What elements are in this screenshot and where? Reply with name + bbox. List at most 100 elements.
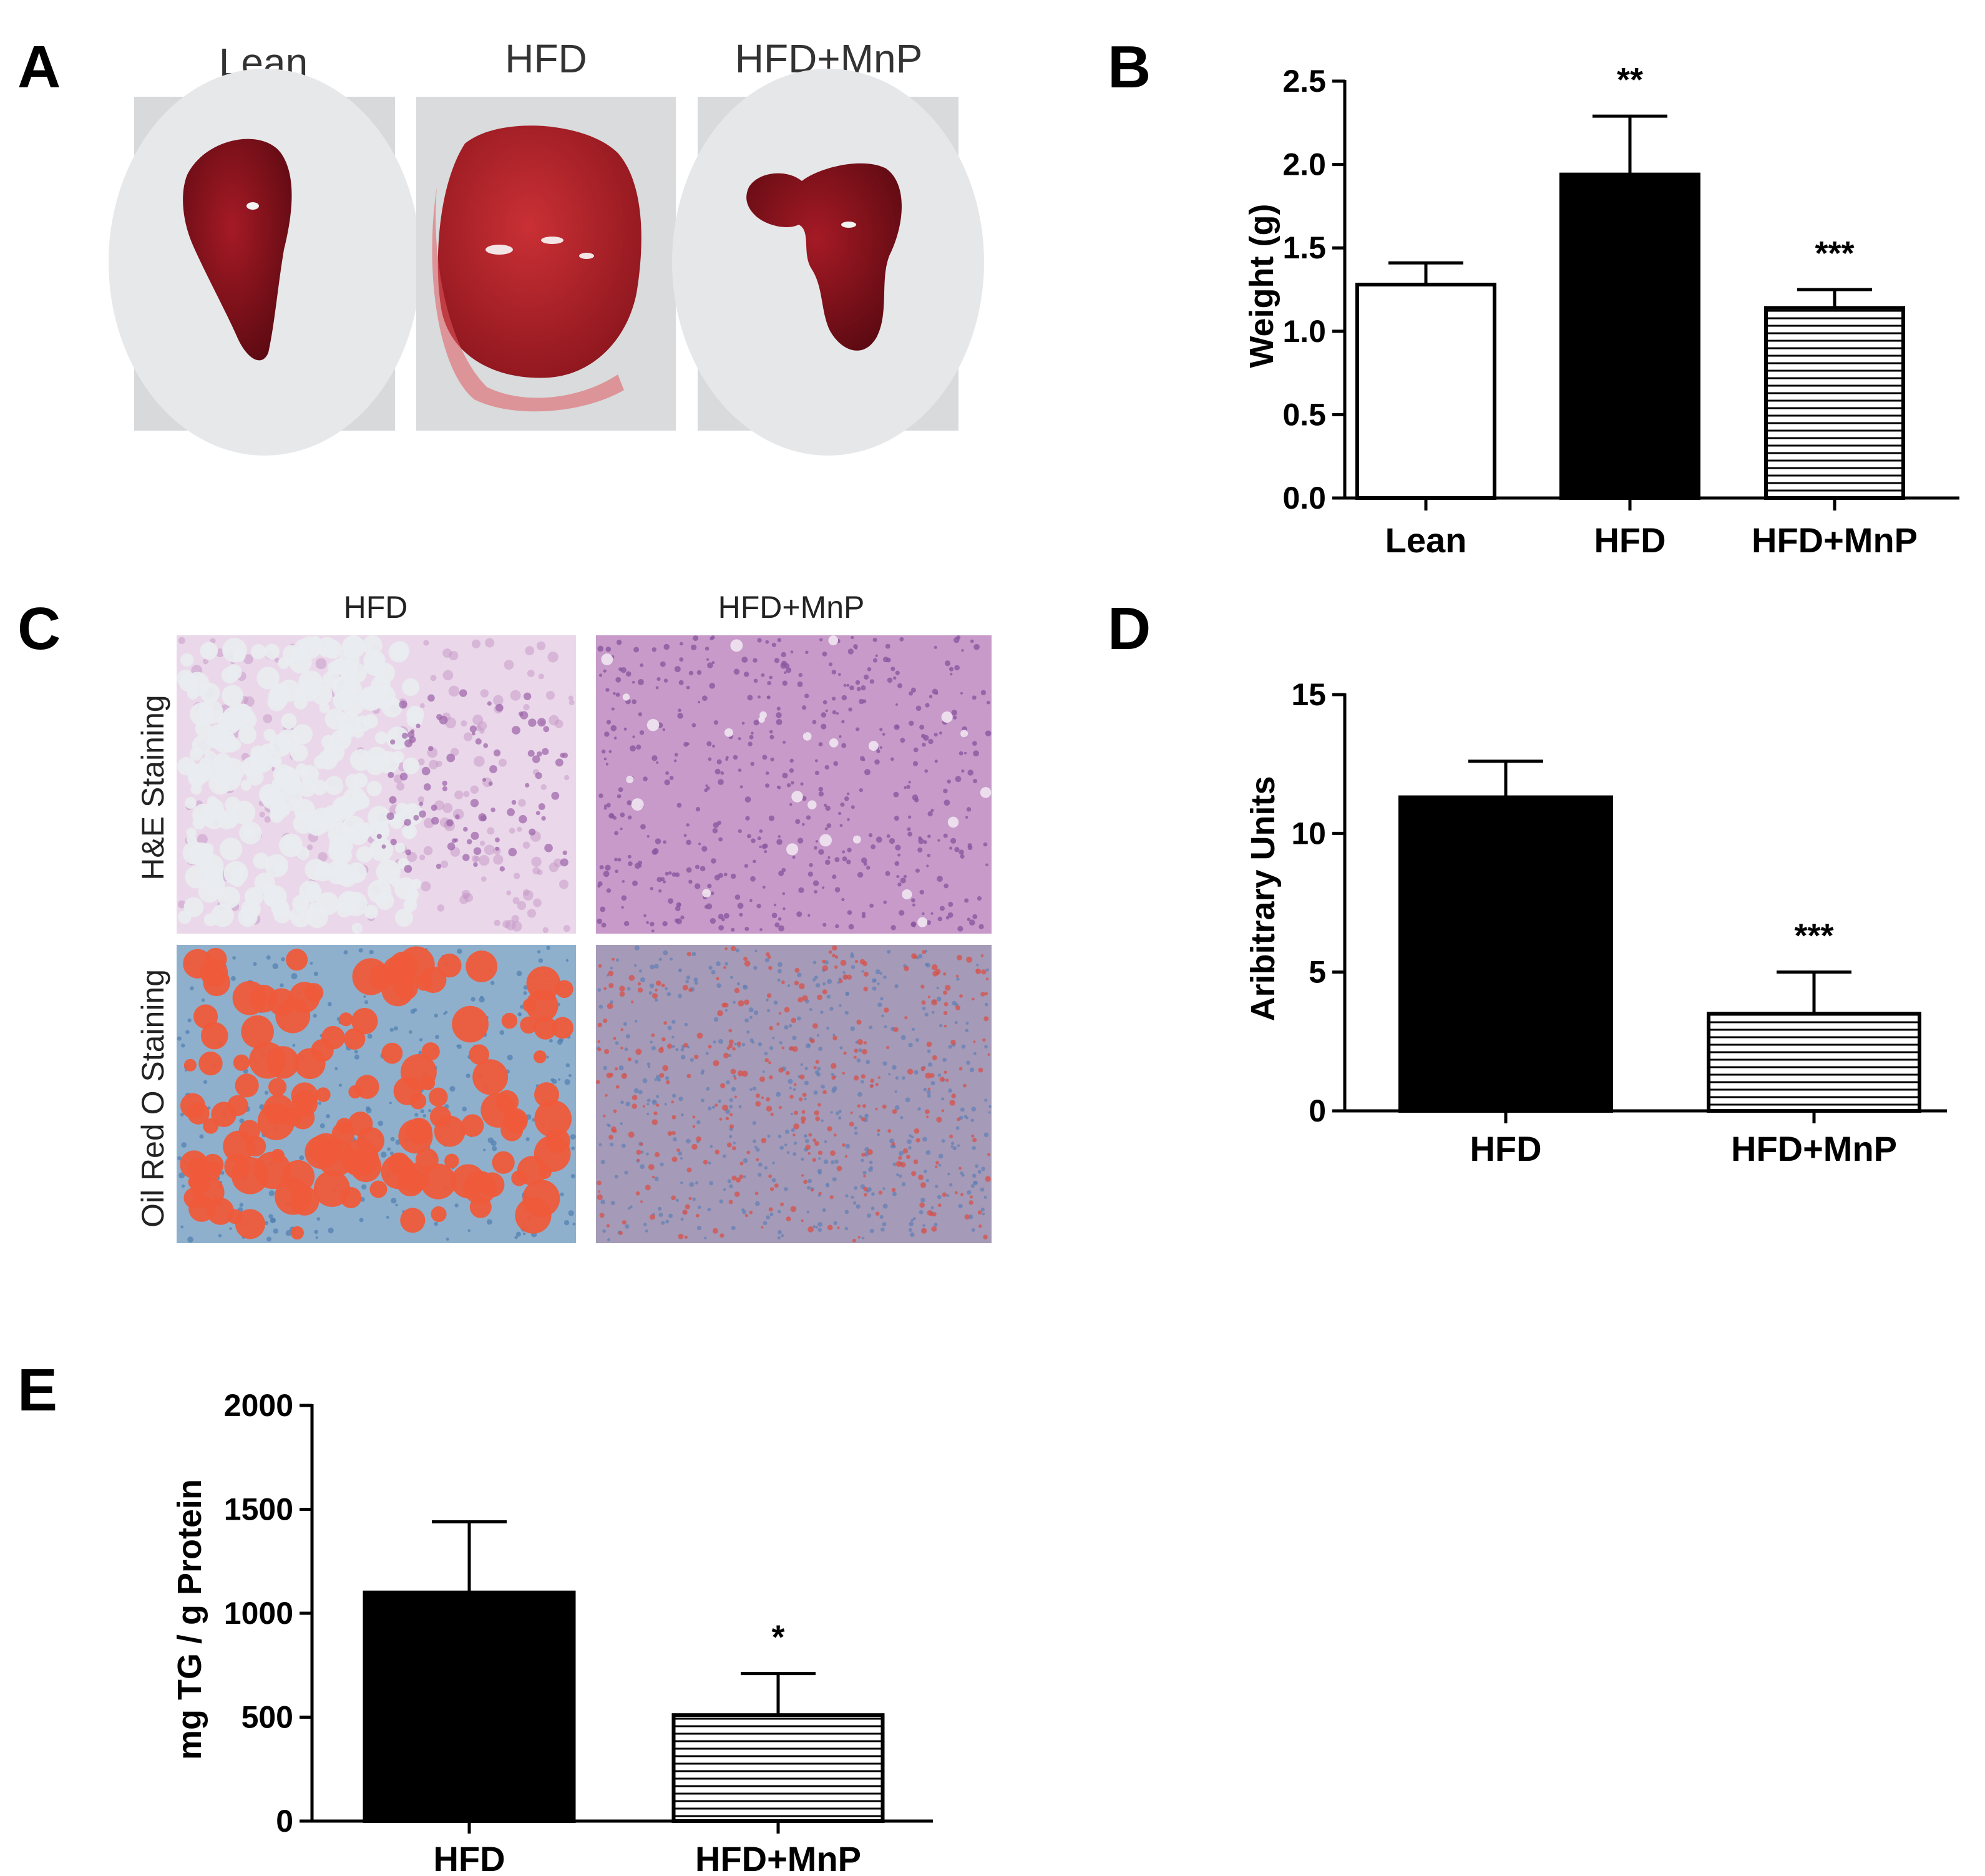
cell-nucleus bbox=[471, 831, 479, 840]
cell-nucleus bbox=[694, 883, 701, 889]
lipid-droplet bbox=[793, 1133, 796, 1136]
lipid-droplet bbox=[811, 1188, 814, 1192]
cell-nucleus bbox=[388, 771, 394, 778]
cell-nucleus bbox=[762, 1070, 765, 1073]
lipid-droplet bbox=[472, 1059, 509, 1095]
cell-nucleus bbox=[771, 912, 778, 919]
cell-nucleus bbox=[343, 950, 348, 955]
cell-nucleus bbox=[782, 773, 788, 779]
cell-nucleus bbox=[789, 1087, 792, 1090]
cell-nucleus bbox=[846, 792, 850, 796]
lipid-vacuole bbox=[237, 710, 257, 730]
cell-nucleus bbox=[894, 1090, 897, 1093]
lipid-droplet bbox=[842, 1072, 845, 1075]
cell-nucleus bbox=[316, 1217, 321, 1221]
cell-nucleus bbox=[894, 724, 900, 730]
lipid-droplet bbox=[755, 1101, 761, 1107]
cell-nucleus bbox=[683, 834, 687, 838]
cell-nucleus bbox=[984, 1045, 988, 1049]
cell-nucleus bbox=[603, 806, 607, 810]
cell-nucleus bbox=[745, 816, 750, 821]
cell-nucleus bbox=[792, 1035, 797, 1040]
cell-nucleus bbox=[744, 796, 751, 803]
cell-nucleus bbox=[797, 681, 803, 687]
cell-nucleus bbox=[776, 1092, 781, 1097]
cell-nucleus bbox=[639, 730, 645, 735]
cell-nucleus bbox=[650, 921, 655, 927]
cell-nucleus bbox=[843, 683, 847, 687]
cell-nucleus bbox=[700, 866, 706, 872]
cell-nucleus bbox=[478, 813, 487, 822]
lipid-droplet bbox=[730, 1068, 736, 1075]
cell-nucleus bbox=[666, 992, 671, 997]
lipid-droplet bbox=[235, 1073, 259, 1098]
lipid-droplet bbox=[381, 1042, 403, 1064]
cell-nucleus bbox=[759, 829, 763, 833]
lipid-vacuole bbox=[278, 657, 290, 669]
lipid-droplet bbox=[927, 995, 930, 999]
cell-nucleus bbox=[937, 876, 943, 882]
cell-nucleus bbox=[554, 858, 563, 867]
cell-nucleus bbox=[419, 1038, 423, 1042]
cell-nucleus bbox=[967, 917, 971, 921]
lipid-vacuole bbox=[724, 728, 733, 737]
cell-nucleus bbox=[378, 1120, 384, 1126]
lipid-droplet bbox=[651, 1119, 658, 1125]
cell-nucleus bbox=[764, 1052, 768, 1056]
cell-nucleus bbox=[976, 964, 979, 967]
lipid-droplet bbox=[827, 1126, 832, 1131]
cell-nucleus bbox=[822, 700, 827, 705]
cell-nucleus bbox=[706, 741, 712, 746]
lipid-droplet bbox=[480, 1093, 516, 1128]
lipid-vacuole bbox=[626, 775, 634, 783]
lipid-droplet bbox=[597, 1022, 602, 1028]
cell-nucleus bbox=[767, 695, 770, 699]
lipid-droplet bbox=[671, 1195, 676, 1201]
cell-nucleus bbox=[508, 848, 517, 857]
lipid-vacuole bbox=[306, 906, 328, 928]
cell-nucleus bbox=[487, 827, 495, 835]
lipid-droplet bbox=[861, 1153, 866, 1157]
cell-nucleus bbox=[454, 1203, 459, 1208]
lipid-droplet bbox=[686, 1167, 692, 1173]
cell-nucleus bbox=[454, 790, 464, 799]
lipid-vacuole bbox=[218, 886, 240, 909]
cell-nucleus bbox=[879, 972, 882, 975]
lipid-vacuole bbox=[980, 787, 992, 798]
cell-nucleus bbox=[767, 1009, 771, 1012]
cell-nucleus bbox=[606, 803, 611, 808]
cell-nucleus bbox=[676, 918, 682, 925]
cell-nucleus bbox=[757, 836, 761, 841]
cell-nucleus bbox=[941, 1139, 945, 1143]
cell-nucleus bbox=[804, 1097, 807, 1101]
cell-nucleus bbox=[743, 1158, 748, 1163]
cell-nucleus bbox=[446, 819, 454, 826]
cell-nucleus bbox=[925, 962, 931, 968]
lipid-vacuole bbox=[362, 635, 383, 656]
lipid-vacuole bbox=[947, 816, 959, 828]
cell-nucleus bbox=[643, 1223, 647, 1226]
lipid-vacuole bbox=[198, 700, 223, 725]
lipid-droplet bbox=[522, 999, 537, 1013]
cell-nucleus bbox=[704, 788, 708, 793]
cell-nucleus bbox=[605, 688, 610, 692]
cell-nucleus bbox=[901, 1182, 906, 1186]
chart-e-ylabel: mg TG / g Protein bbox=[171, 1479, 208, 1760]
cell-nucleus bbox=[784, 663, 790, 669]
lipid-droplet bbox=[793, 1110, 798, 1115]
cell-nucleus bbox=[651, 1100, 657, 1105]
lipid-droplet bbox=[853, 1075, 859, 1081]
lipid-vacuole bbox=[238, 725, 257, 745]
cell-nucleus bbox=[537, 718, 546, 727]
lipid-vacuole bbox=[335, 839, 351, 855]
lipid-droplet bbox=[809, 1038, 815, 1043]
cell-nucleus bbox=[913, 747, 919, 753]
cell-nucleus bbox=[749, 735, 754, 740]
cell-nucleus bbox=[686, 685, 690, 690]
histo-row-label-he: H&E Staining bbox=[135, 695, 170, 880]
cell-nucleus bbox=[181, 1142, 187, 1148]
cell-nucleus bbox=[672, 1137, 677, 1141]
cell-nucleus bbox=[923, 840, 927, 844]
lipid-droplet bbox=[310, 1133, 343, 1166]
cell-nucleus bbox=[832, 710, 837, 715]
